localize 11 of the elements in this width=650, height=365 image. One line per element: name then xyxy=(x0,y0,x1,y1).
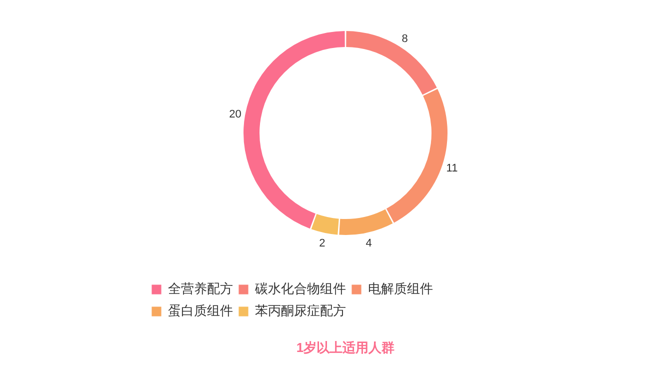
data-label: 2 xyxy=(319,238,326,250)
data-label: 11 xyxy=(446,162,458,175)
legend-label: 苯丙酮尿症配方 xyxy=(255,303,346,320)
text: 1岁以上适用人群 xyxy=(296,340,395,355)
legend-label: 碳水化合物组件 xyxy=(255,281,346,298)
data-label: 20 xyxy=(229,108,242,121)
legend-label: 蛋白质组件 xyxy=(168,303,233,320)
legend-label: 电解质组件 xyxy=(368,281,433,298)
data-label: 4 xyxy=(366,238,372,250)
legend-label: 全营养配方 xyxy=(168,281,233,298)
data-label: 8 xyxy=(402,33,408,46)
